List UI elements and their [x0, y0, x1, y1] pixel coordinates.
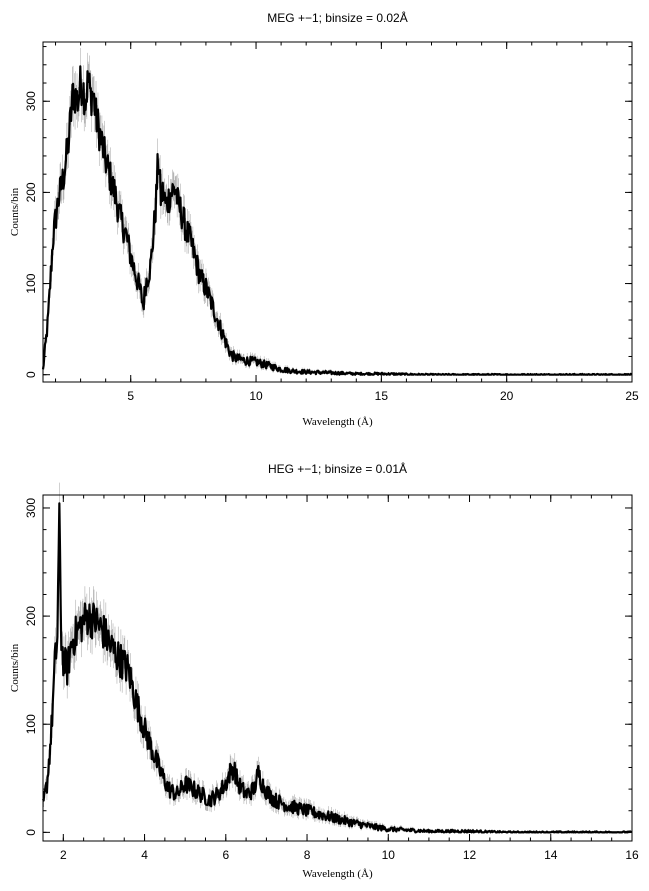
x-tick-label: 20 [500, 389, 514, 403]
x-tick-label: 2 [60, 848, 67, 862]
x-tick-label: 4 [141, 848, 148, 862]
y-tick-label: 200 [24, 182, 38, 202]
spectrum-line [41, 65, 633, 376]
y-tick-label: 300 [24, 498, 38, 518]
x-tick-label: 10 [382, 848, 396, 862]
y-tick-label: 0 [24, 371, 38, 378]
plot-frame [42, 494, 633, 842]
x-tick-label: 25 [625, 389, 639, 403]
error-bars [42, 482, 632, 833]
x-tick-label: 15 [375, 389, 389, 403]
y-tick-label: 300 [24, 91, 38, 111]
x-tick-label: 10 [249, 389, 263, 403]
y-tick-label: 100 [24, 273, 38, 293]
y-tick-label: 100 [24, 714, 38, 734]
x-tick-label: 16 [625, 848, 639, 862]
chart-panel-1: MEG +−1; binsize = 0.02Å Wavelength (Å) Co… [9, 10, 639, 428]
y-axis-label: Counts/bin [9, 643, 21, 692]
x-axis-label: Wavelength (Å) [302, 868, 373, 880]
x-axis-label: Wavelength (Å) [302, 416, 373, 428]
y-tick-label: 200 [24, 606, 38, 626]
x-tick-label: 14 [544, 848, 558, 862]
chart-title: MEG +−1; binsize = 0.02Å [267, 10, 407, 25]
chart-title: HEG +−1; binsize = 0.01Å [268, 461, 407, 476]
chart-panel-2: HEG +−1; binsize = 0.01Å Wavelength (Å) Co… [9, 461, 639, 880]
x-tick-label: 5 [127, 389, 134, 403]
y-axis-label: Counts/bin [9, 187, 21, 236]
x-tick-label: 6 [222, 848, 229, 862]
x-tick-label: 12 [463, 848, 477, 862]
plot-frame [42, 41, 633, 383]
y-tick-label: 0 [24, 829, 38, 836]
x-tick-label: 8 [304, 848, 311, 862]
spectrum-line [41, 502, 632, 834]
error-bars [42, 47, 633, 375]
